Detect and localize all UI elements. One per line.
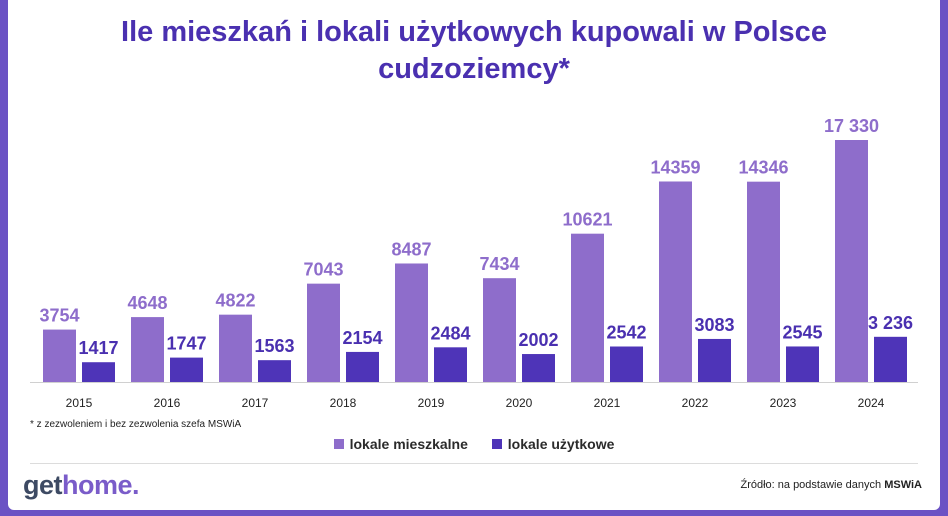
x-tick-label-2022: 2022 [682, 396, 709, 410]
bar-chart: 3754 1417 2015 4648 1747 2016 4822 1563 2017 7043… [30, 116, 918, 410]
x-tick-label-2015: 2015 [66, 396, 93, 410]
data-label-residential-2018: 7043 [303, 260, 343, 280]
bar-commercial-2017 [258, 360, 291, 382]
legend-swatch-residential [333, 439, 344, 449]
data-label-commercial-2016: 1747 [166, 334, 206, 354]
x-tick-label-2018: 2018 [330, 396, 357, 410]
legend-swatch-commercial [491, 439, 502, 449]
data-label-commercial-2021: 2542 [606, 323, 646, 343]
x-tick-label-2021: 2021 [594, 396, 621, 410]
bar-residential-2020 [483, 278, 516, 382]
bar-residential-2023 [747, 181, 780, 382]
bar-commercial-2021 [610, 346, 643, 382]
data-label-commercial-2020: 2002 [518, 330, 558, 350]
bar-commercial-2016 [170, 357, 203, 382]
chart-title-line1: Ile mieszkań i lokali użytkowych kupowal… [121, 16, 827, 48]
bar-residential-2017 [219, 314, 252, 382]
bar-commercial-2019 [434, 347, 467, 382]
source-bold: MSWiA [884, 479, 922, 491]
logo-text-home: home. [62, 470, 140, 500]
footer-divider [30, 463, 918, 464]
data-label-commercial-2019: 2484 [430, 323, 470, 343]
data-label-residential-2024: 17 330 [824, 116, 879, 136]
footnote: * z zezwoleniem i bez zezwolenia szefa M… [30, 419, 242, 430]
chart-title-line2: cudzoziemcy* [378, 53, 570, 85]
legend-label-commercial: lokale użytkowe [507, 436, 615, 452]
bar-residential-2024 [835, 140, 868, 382]
data-label-commercial-2023: 2545 [782, 322, 822, 342]
bar-residential-2021 [571, 233, 604, 382]
bar-commercial-2023 [786, 346, 819, 382]
data-label-commercial-2022: 3083 [694, 315, 734, 335]
source-note: Źródło: na podstawie danych MSWiA [740, 479, 922, 491]
x-tick-label-2019: 2019 [418, 396, 445, 410]
data-label-residential-2016: 4648 [127, 293, 167, 313]
legend-item-commercial: lokale użytkowe [491, 436, 615, 452]
legend-label-residential: lokale mieszkalne [349, 436, 468, 452]
x-tick-label-2016: 2016 [154, 396, 181, 410]
x-tick-label-2023: 2023 [770, 396, 797, 410]
source-prefix: Źródło: na podstawie danych [740, 479, 882, 491]
data-label-commercial-2015: 1417 [78, 338, 118, 358]
bar-residential-2022 [659, 181, 692, 382]
x-tick-label-2024: 2024 [858, 396, 885, 410]
x-tick-label-2017: 2017 [242, 396, 269, 410]
bar-commercial-2022 [698, 338, 731, 382]
data-label-commercial-2024: 3 236 [868, 313, 913, 333]
bar-residential-2018 [307, 283, 340, 382]
logo-text-get: get [23, 470, 63, 500]
data-label-residential-2021: 10621 [562, 210, 612, 230]
data-label-residential-2022: 14359 [650, 157, 700, 177]
bar-commercial-2015 [82, 362, 115, 382]
gethome-logo: gethome. [23, 470, 140, 501]
bar-residential-2019 [395, 263, 428, 382]
data-label-residential-2023: 14346 [738, 158, 788, 178]
bar-residential-2016 [131, 317, 164, 382]
x-tick-label-2020: 2020 [506, 396, 533, 410]
bar-commercial-2020 [522, 354, 555, 382]
legend-item-residential: lokale mieszkalne [333, 436, 468, 452]
chart-title: Ile mieszkań i lokali użytkowych kupowal… [0, 14, 948, 88]
data-label-commercial-2018: 2154 [342, 328, 382, 348]
bar-commercial-2024 [874, 336, 907, 382]
legend: lokale mieszkalne lokale użytkowe [0, 436, 948, 452]
data-label-residential-2019: 8487 [391, 239, 431, 259]
bar-commercial-2018 [346, 351, 379, 382]
bar-residential-2015 [43, 329, 76, 382]
chart-card [8, 0, 940, 510]
data-label-residential-2020: 7434 [479, 254, 519, 274]
data-label-commercial-2017: 1563 [254, 336, 294, 356]
data-label-residential-2015: 3754 [39, 306, 79, 326]
data-label-residential-2017: 4822 [215, 291, 255, 311]
